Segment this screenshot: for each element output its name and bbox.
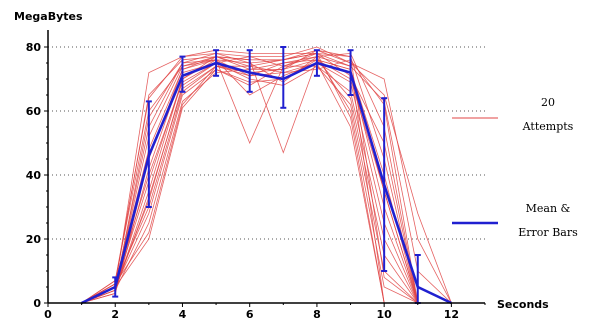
x-tick-label: 12 [444, 308, 459, 320]
attempt-line-6 [81, 56, 452, 304]
attempt-line-17 [81, 52, 452, 304]
y-tick-label: 40 [26, 169, 42, 182]
y-tick-label: 20 [26, 233, 42, 246]
attempt-lines [81, 46, 452, 304]
tick-labels: 0 2 4 6 8 10 12 0 20 40 60 80 [26, 41, 459, 320]
y-tick-label: 60 [26, 105, 42, 118]
attempt-line-3 [81, 49, 452, 304]
x-tick-label: 0 [44, 308, 52, 320]
x-tick-label: 2 [111, 308, 119, 320]
attempt-line-9 [81, 59, 452, 304]
attempt-line-10 [81, 62, 452, 304]
mean-series [81, 46, 452, 305]
legend: 20 Attempts Mean & Error Bars [452, 96, 578, 239]
x-tick-label: 4 [179, 308, 187, 320]
x-axis-label: Seconds [497, 298, 549, 311]
grid [48, 46, 485, 240]
attempt-line-20 [81, 59, 452, 304]
x-tick-label: 6 [246, 308, 254, 320]
attempt-line-4 [81, 49, 452, 304]
legend-label-line2: Error Bars [518, 226, 578, 239]
attempt-line-19 [81, 52, 452, 304]
legend-label-line2: Attempts [522, 120, 574, 133]
attempt-line-1 [81, 46, 452, 304]
attempt-line-13 [81, 56, 452, 304]
y-axis-label: MegaBytes [14, 10, 83, 23]
axes [44, 30, 486, 307]
attempt-line-11 [81, 59, 452, 304]
y-tick-label: 80 [26, 41, 42, 54]
legend-label-line1: 20 [541, 96, 555, 109]
x-tick-label: 8 [313, 308, 321, 320]
y-tick-label: 0 [33, 297, 41, 310]
x-tick-label: 10 [376, 308, 392, 320]
mean-line [81, 61, 452, 305]
legend-label-line1: Mean & [526, 202, 571, 215]
